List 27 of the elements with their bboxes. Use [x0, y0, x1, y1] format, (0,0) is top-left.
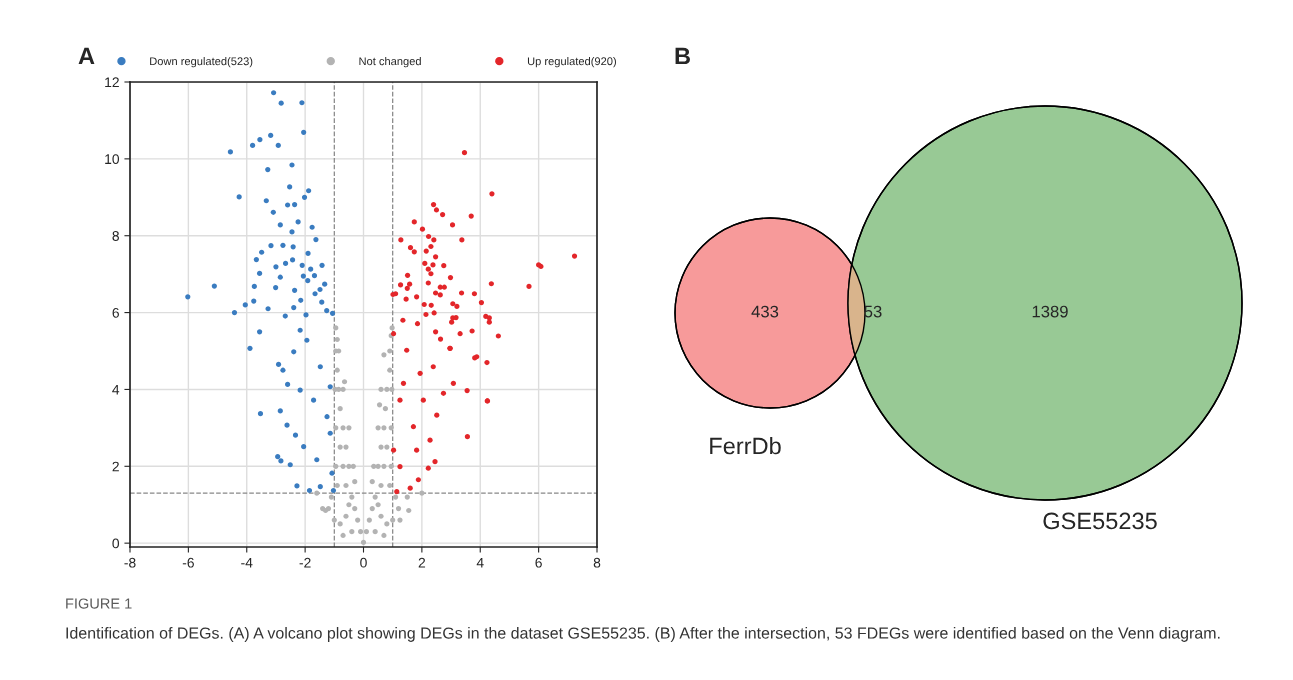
y-tick-label: 8: [112, 231, 119, 241]
legend-label: Up regulated(920): [527, 56, 616, 68]
category-label: FerrDb: [710, 436, 781, 455]
x-tick-label: -2: [299, 557, 311, 568]
legend-label: Not changed: [359, 56, 421, 68]
data-label: 433: [751, 305, 779, 318]
x-tick-label: 8: [593, 557, 601, 568]
chart-title: A: [78, 47, 95, 65]
caption: FIGURE 1: [66, 598, 132, 609]
y-tick-label: 0: [112, 538, 120, 549]
legend-label: Down regulated(523): [150, 56, 253, 68]
y-tick-label: 6: [112, 307, 119, 318]
x-tick-label: -8: [124, 557, 136, 568]
text: Identification of DEGs. (A) A volcano plot showing DEGs in the dataset GSE55235. (B) After the intersection, 53 FDEGs were identified based on the Venn diagram.: [66, 627, 1220, 642]
y-tick-label: 10: [105, 154, 120, 165]
x-tick-label: 4: [476, 557, 484, 568]
category-label: GSE55235: [1043, 512, 1157, 530]
x-tick-label: 0: [360, 557, 367, 568]
y-tick-label: 12: [105, 77, 119, 88]
x-tick-label: -6: [182, 557, 194, 568]
y-tick-label: 4: [112, 384, 120, 395]
y-tick-label: 2: [112, 461, 119, 472]
x-tick-label: 2: [418, 557, 426, 568]
x-tick-label: -4: [241, 557, 253, 568]
data-label: 1389: [1032, 305, 1068, 318]
x-tick-label: 6: [535, 557, 542, 568]
text: B: [675, 47, 690, 65]
